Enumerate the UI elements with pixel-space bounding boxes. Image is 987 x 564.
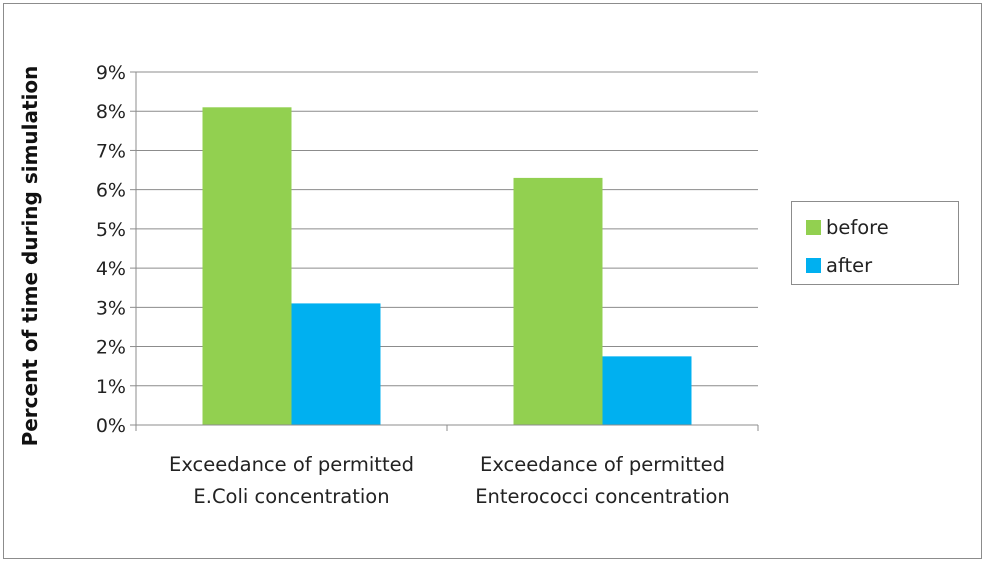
y-tick-label: 4% [96, 258, 126, 280]
x-category-label: Exceedance of permitted [480, 453, 725, 476]
x-category-label: E.Coli concentration [193, 485, 389, 508]
legend: before after [791, 201, 959, 285]
legend-swatch-before [806, 220, 821, 235]
bars [203, 107, 692, 425]
y-tick-label: 6% [96, 180, 126, 202]
bar-before-0 [203, 107, 292, 425]
legend-label-before: before [826, 216, 889, 239]
y-tick-label: 1% [96, 376, 126, 398]
y-axis-title: Percent of time during simulation [18, 66, 42, 447]
x-category-label: Exceedance of permitted [169, 453, 414, 476]
y-tick-label: 5% [96, 219, 126, 241]
bar-after-0 [292, 303, 381, 425]
y-tick-label: 7% [96, 140, 126, 162]
y-tick-label: 8% [96, 101, 126, 123]
x-axis-category-labels: Exceedance of permitted E.Coli concentrat… [169, 453, 730, 508]
legend-item-before: before [806, 213, 889, 241]
y-tick-label: 0% [96, 415, 126, 437]
legend-swatch-after [806, 258, 821, 273]
bar-after-1 [603, 356, 692, 425]
y-tick-label: 2% [96, 337, 126, 359]
bar-before-1 [514, 178, 603, 425]
y-tick-label: 9% [96, 62, 126, 84]
y-tick-label: 3% [96, 297, 126, 319]
legend-label-after: after [826, 254, 872, 277]
y-axis-tick-labels: 0% 1% 2% 3% 4% 5% 6% 7% 8% 9% [96, 62, 126, 437]
x-category-label: Enterococci concentration [475, 485, 730, 508]
legend-item-after: after [806, 251, 872, 279]
